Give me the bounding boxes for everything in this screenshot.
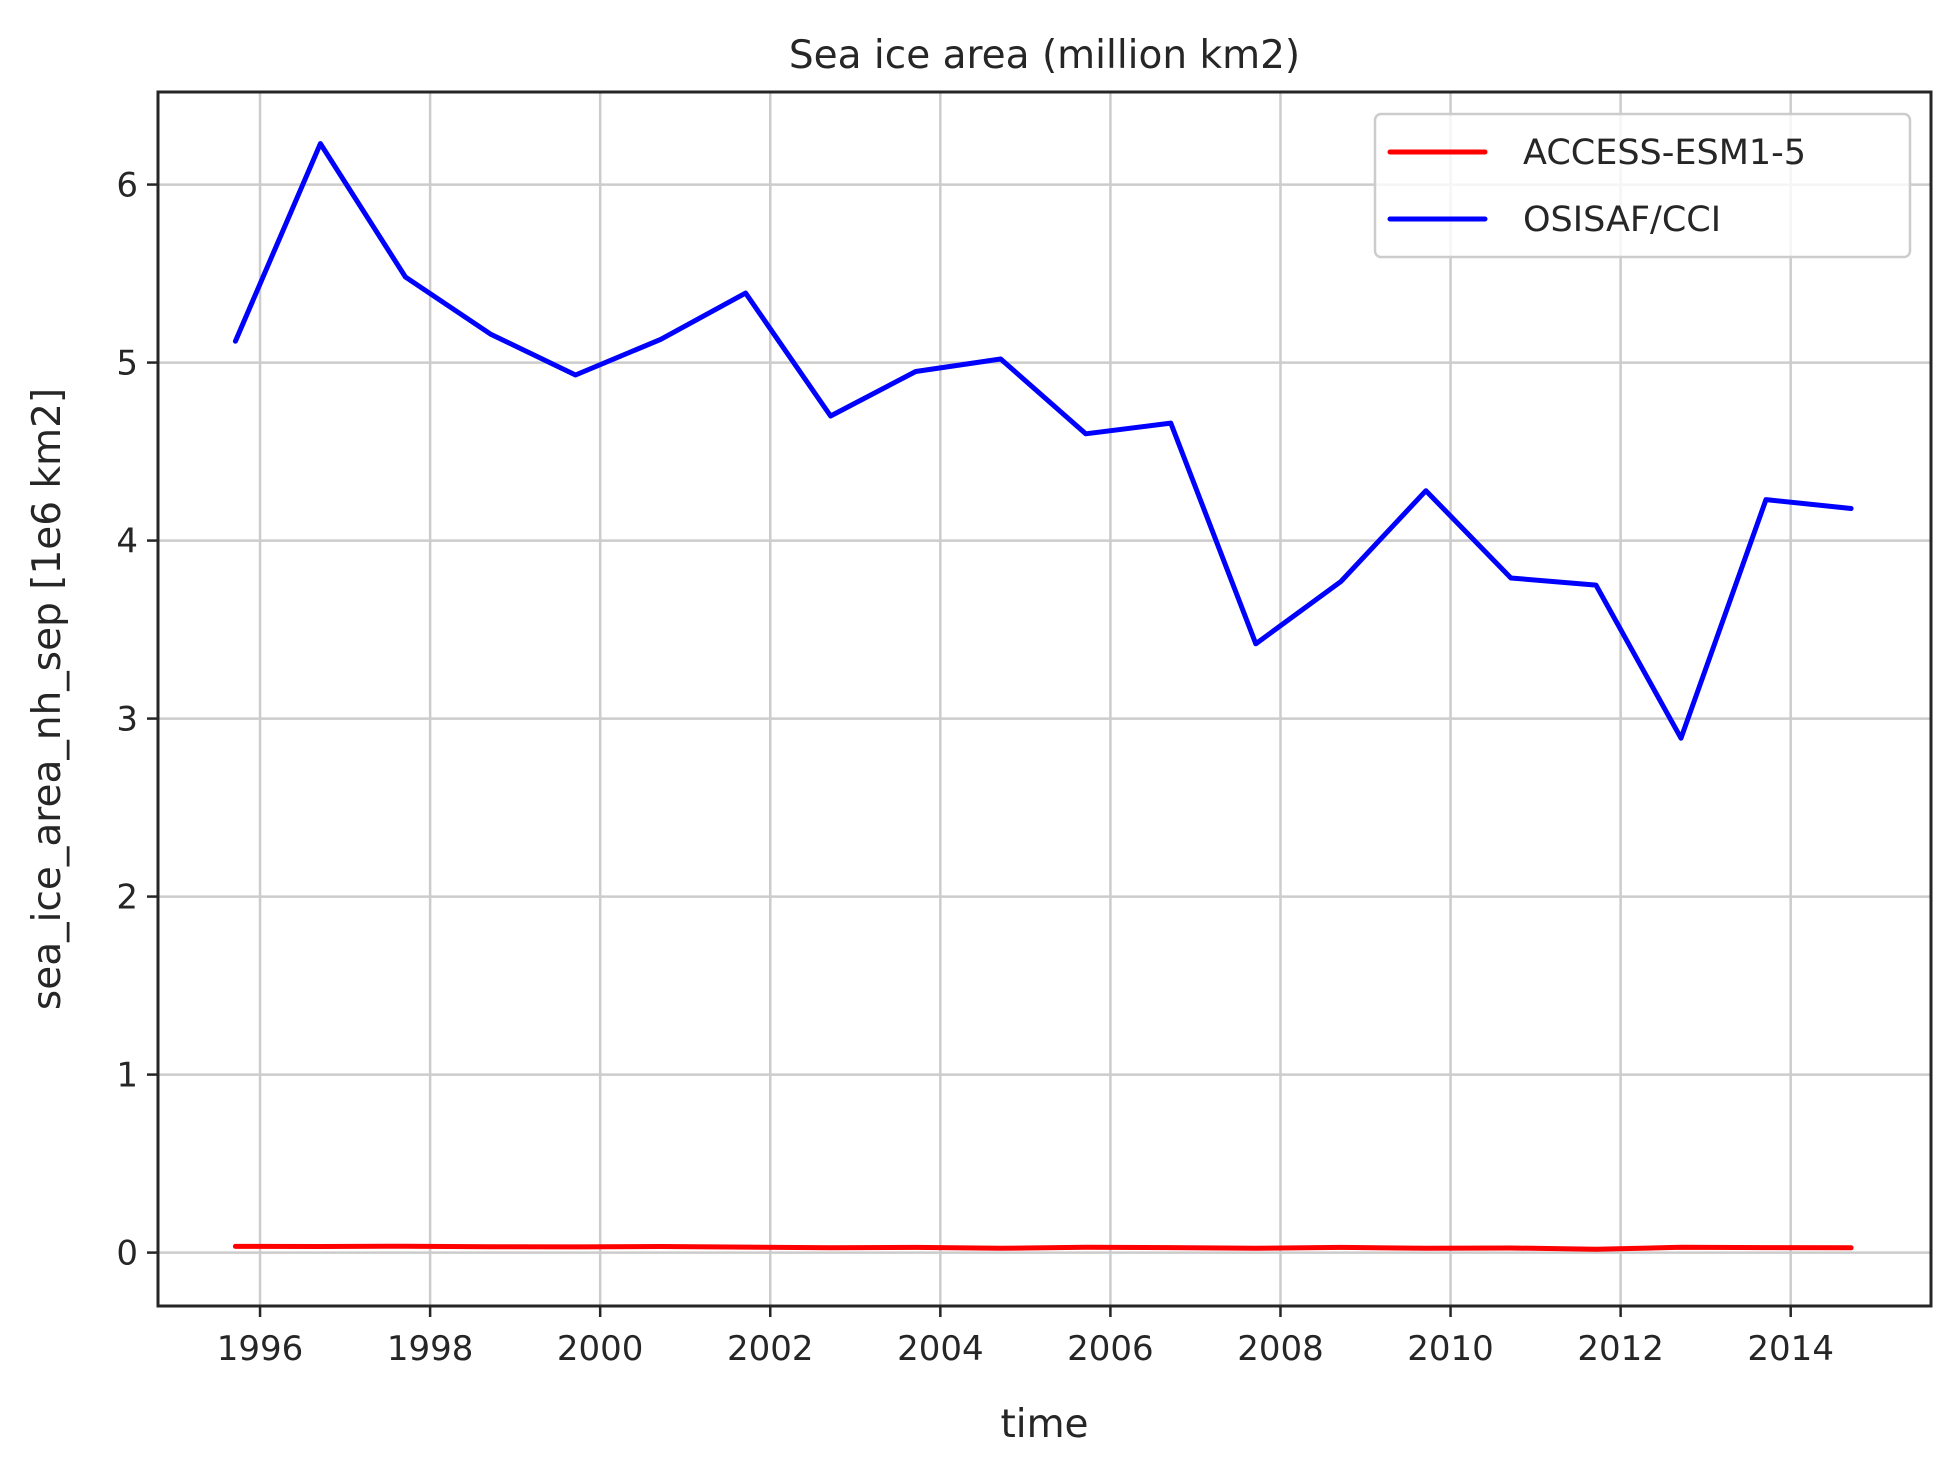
x-tick-label: 1996 (217, 1329, 304, 1369)
y-tick-label: 6 (116, 166, 138, 206)
x-tick-label: 2006 (1067, 1329, 1154, 1369)
series-lines (232, 141, 1854, 1252)
x-tick-label: 2000 (557, 1329, 644, 1369)
plot-frame (156, 90, 1933, 1308)
series-line-osisaf-cci (232, 141, 1854, 741)
y-tick-label: 1 (116, 1056, 138, 1096)
x-tick-label: 2008 (1237, 1329, 1324, 1369)
x-tick-label: 2004 (897, 1329, 984, 1369)
y-tick-label: 2 (116, 878, 138, 918)
x-tick-label: 2002 (727, 1329, 814, 1369)
legend-label: OSISAF/CCI (1523, 200, 1721, 240)
y-tick-label: 0 (116, 1234, 138, 1274)
grid (158, 92, 1931, 1306)
y-axis-label: sea_ice_area_nh_sep [1e6 km2] (25, 388, 70, 1010)
x-tick-label: 1998 (387, 1329, 474, 1369)
x-tick-label: 2012 (1577, 1329, 1664, 1369)
y-tick-label: 3 (116, 700, 138, 740)
chart-title: Sea ice area (million km2) (789, 33, 1300, 78)
x-tick-label: 2010 (1407, 1329, 1494, 1369)
legend-box (1373, 112, 1912, 259)
y-tick-label: 4 (116, 522, 138, 562)
x-axis-label: time (1000, 1402, 1088, 1447)
axis-ticks: 1996 1998 2000 2002 2004 2006 2008 2010 2012 2014… (116, 166, 1834, 1369)
series-line-access-esm1-5 (232, 1243, 1854, 1252)
legend: ACCESS-ESM1-5 OSISAF/CCI (1373, 112, 1912, 259)
legend-label: ACCESS-ESM1-5 (1523, 133, 1806, 173)
x-tick-label: 2014 (1747, 1329, 1834, 1369)
y-tick-label: 5 (116, 344, 138, 384)
